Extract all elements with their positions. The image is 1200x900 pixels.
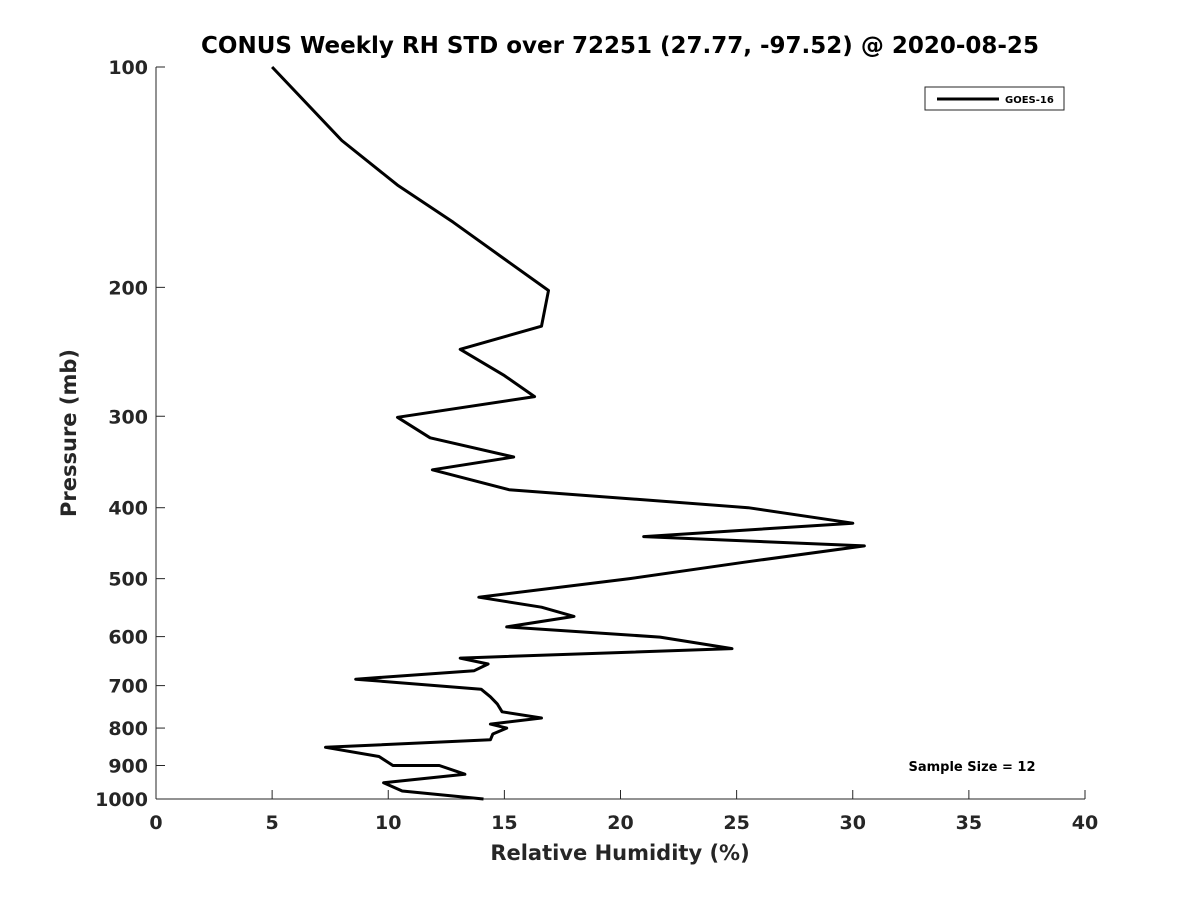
y-tick-label: 900 xyxy=(108,756,148,778)
y-tick-label: 600 xyxy=(108,627,148,649)
legend-label: GOES-16 xyxy=(1005,95,1054,106)
x-tick-label: 25 xyxy=(723,812,749,834)
axes: 0 5 10 15 20 25 30 35 40 100 200 300 400 500 600 700 800… xyxy=(95,57,1098,834)
y-tick-label: 800 xyxy=(108,718,148,740)
x-tick-label: 10 xyxy=(375,812,401,834)
y-tick-label: 200 xyxy=(108,277,148,299)
y-tick-label: 100 xyxy=(108,57,148,79)
x-tick-label: 15 xyxy=(491,812,517,834)
y-tick-label: 400 xyxy=(108,498,148,520)
chart-title: CONUS Weekly RH STD over 72251 (27.77, -… xyxy=(201,33,1039,59)
x-tick-label: 40 xyxy=(1072,812,1098,834)
x-tick-label: 5 xyxy=(266,812,279,834)
x-tick-label: 20 xyxy=(607,812,633,834)
y-tick-label: 500 xyxy=(108,569,148,591)
y-axis-label: Pressure (mb) xyxy=(57,349,81,517)
y-tick-label: 700 xyxy=(108,676,148,698)
y-tick-label: 300 xyxy=(108,406,148,428)
x-axis-label: Relative Humidity (%) xyxy=(490,841,749,865)
series-line-goes-16 xyxy=(271,65,866,801)
y-tick-label: 1000 xyxy=(95,789,148,811)
legend: GOES-16 xyxy=(924,86,1065,111)
x-tick-label: 35 xyxy=(956,812,982,834)
x-tick-label: 0 xyxy=(149,812,162,834)
x-tick-label: 30 xyxy=(840,812,866,834)
sample-size-annotation: Sample Size = 12 xyxy=(908,760,1035,775)
